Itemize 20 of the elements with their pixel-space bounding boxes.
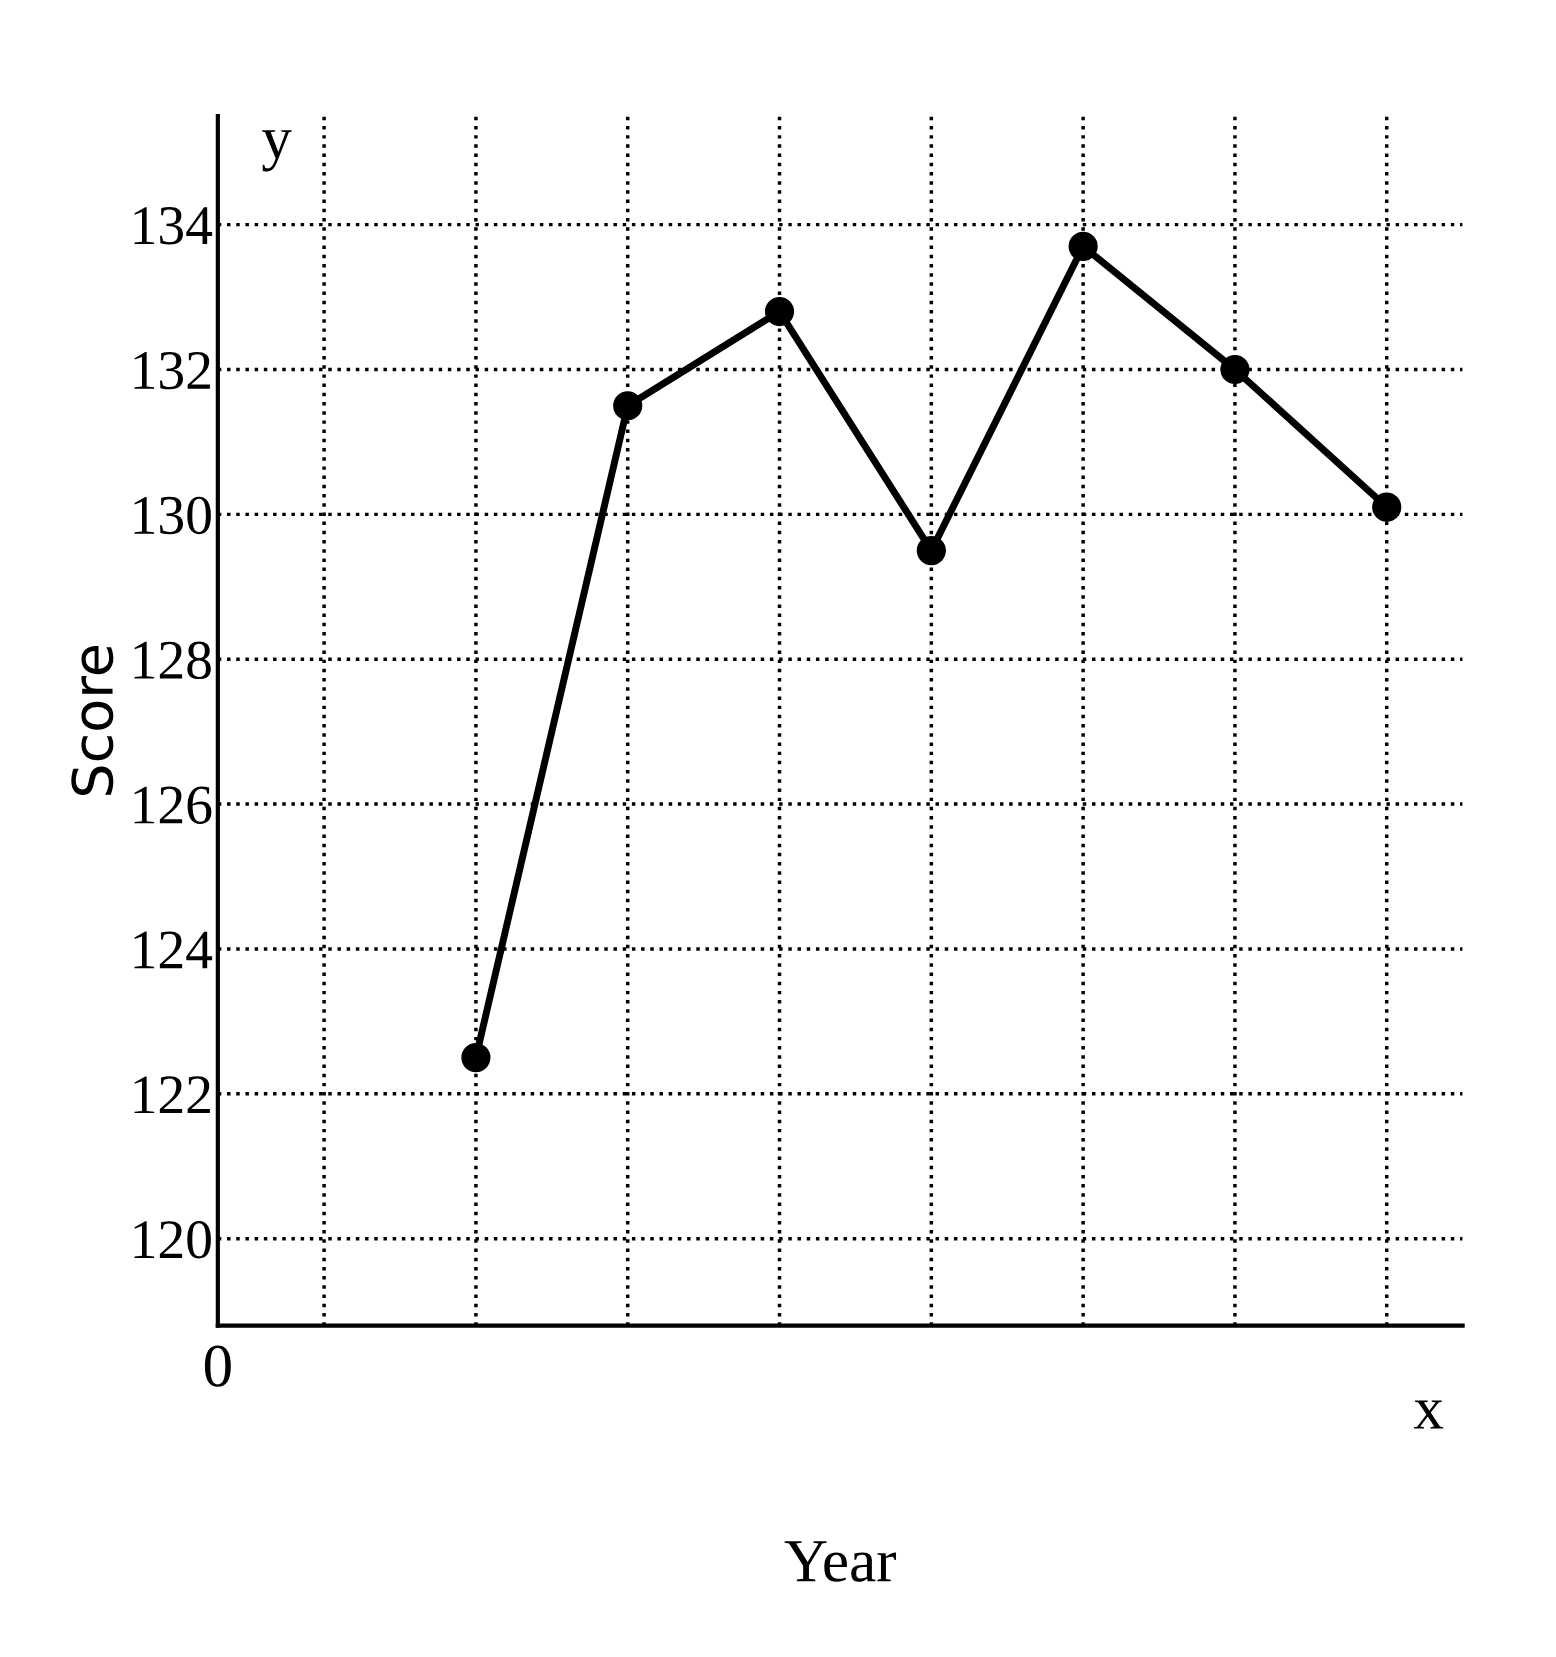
y-tick-label: 128: [134, 641, 211, 680]
y-tick-label: 122: [134, 1076, 210, 1114]
point: [1220, 354, 1250, 385]
y-tick-label: 126: [134, 786, 212, 824]
y-tick-label: 132: [134, 351, 210, 390]
y-tick-label: 130: [134, 496, 211, 535]
point: [1372, 492, 1402, 522]
y-tick-label: 124: [134, 931, 213, 969]
point: [764, 296, 795, 327]
point: [461, 1043, 491, 1073]
text: x: [1413, 1400, 1444, 1429]
y-tick-label: 120: [134, 1221, 211, 1259]
annotation: y: [262, 130, 292, 172]
point: [1068, 231, 1098, 261]
x-axis-title: Year: [784, 1541, 897, 1582]
text: 0: [204, 1345, 231, 1387]
y-axis-title: Score: [71, 645, 114, 795]
point: [916, 535, 946, 566]
y-tick-label: 134: [134, 207, 213, 245]
point: [613, 391, 643, 421]
